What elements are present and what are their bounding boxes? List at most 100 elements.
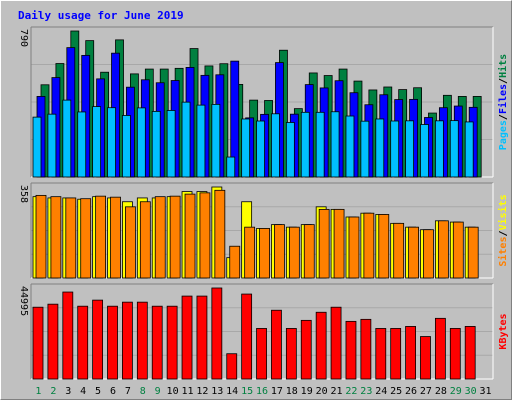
panel-1-axis-legend: Sites/Visits bbox=[497, 194, 509, 266]
x-tick-label: 13 bbox=[211, 386, 223, 397]
x-tick-label: 14 bbox=[226, 386, 238, 397]
x-tick-label: 31 bbox=[480, 386, 492, 397]
kbytes-bar bbox=[136, 301, 148, 380]
x-tick-label: 12 bbox=[196, 386, 208, 397]
sites-bar bbox=[154, 196, 166, 279]
pages-bar bbox=[241, 118, 251, 178]
kbytes-bar bbox=[315, 311, 327, 380]
kbytes-bar bbox=[405, 326, 416, 380]
pages-bar bbox=[345, 115, 355, 178]
x-tick-label: 15 bbox=[241, 386, 253, 397]
sites-bar bbox=[65, 197, 77, 279]
x-tick-label: 4 bbox=[80, 386, 86, 397]
sites-bar bbox=[214, 189, 226, 279]
pages-bar bbox=[405, 120, 414, 178]
kbytes-bar bbox=[256, 328, 267, 380]
pages-bar bbox=[47, 113, 57, 178]
pages-bar bbox=[77, 111, 87, 178]
x-tick-label: 24 bbox=[375, 386, 387, 397]
panel-2-max-label: 44995 bbox=[18, 286, 29, 316]
kbytes-bar bbox=[420, 336, 431, 380]
kbytes-bar bbox=[360, 318, 372, 380]
x-tick-label: 5 bbox=[95, 386, 101, 397]
legend-label-sites: Sites bbox=[497, 237, 509, 267]
legend-label-visits: Visits bbox=[497, 194, 509, 230]
x-tick-label: 19 bbox=[301, 386, 313, 397]
legend-separator: / bbox=[498, 78, 509, 84]
pages-bar bbox=[92, 106, 102, 178]
kbytes-bar bbox=[92, 299, 104, 380]
kbytes-bar bbox=[300, 319, 312, 380]
panel-1-max-label: 358 bbox=[18, 185, 29, 203]
sites-bar bbox=[303, 224, 315, 279]
x-tick-label: 11 bbox=[181, 386, 193, 397]
pages-bar bbox=[464, 121, 474, 178]
x-tick-label: 29 bbox=[450, 386, 462, 397]
pages-bar bbox=[32, 116, 42, 178]
pages-bar bbox=[420, 124, 429, 178]
kbytes-bar bbox=[434, 317, 446, 380]
pages-bar bbox=[390, 120, 400, 178]
pages-bar bbox=[271, 113, 280, 178]
pages-bar bbox=[449, 120, 459, 178]
kbytes-bar bbox=[464, 326, 476, 380]
sites-bar bbox=[467, 226, 479, 279]
sites-bar bbox=[437, 220, 449, 279]
pages-bar bbox=[434, 120, 444, 178]
x-tick-label: 16 bbox=[256, 386, 268, 397]
kbytes-bar bbox=[330, 306, 342, 380]
x-tick-label: 28 bbox=[435, 386, 447, 397]
pages-bar bbox=[330, 111, 340, 178]
sites-bar bbox=[50, 196, 62, 279]
sites-bar bbox=[169, 195, 181, 279]
sites-bar bbox=[318, 208, 330, 279]
sites-bar bbox=[423, 229, 434, 279]
sites-bar bbox=[95, 195, 107, 279]
pages-bar bbox=[136, 107, 146, 178]
legend-label-files: Files bbox=[497, 84, 509, 114]
pages-bar bbox=[315, 111, 325, 178]
sites-bar bbox=[333, 208, 345, 279]
panel-2-axis-legend: KBytes bbox=[498, 313, 509, 349]
sites-bar bbox=[139, 201, 151, 279]
kbytes-bar bbox=[196, 295, 208, 380]
x-tick-label: 10 bbox=[167, 386, 179, 397]
sites-bar bbox=[348, 216, 360, 279]
sites-bar bbox=[378, 214, 390, 279]
kbytes-bar bbox=[375, 328, 387, 380]
kbytes-bar bbox=[122, 301, 133, 380]
pages-bar bbox=[211, 103, 221, 178]
x-tick-label: 7 bbox=[125, 386, 131, 397]
sites-bar bbox=[244, 226, 256, 279]
pages-bar bbox=[122, 115, 131, 178]
sites-bar bbox=[408, 226, 419, 279]
x-tick-label: 27 bbox=[420, 386, 432, 397]
sites-bar bbox=[288, 226, 300, 279]
pages-bar bbox=[62, 99, 72, 178]
pages-bar bbox=[181, 101, 191, 178]
sites-bar bbox=[363, 212, 375, 279]
kbytes-bar bbox=[226, 353, 238, 380]
legend-separator: / bbox=[498, 114, 509, 120]
x-tick-label: 18 bbox=[286, 386, 298, 397]
pages-bar bbox=[300, 111, 310, 178]
sites-bar bbox=[274, 224, 285, 279]
x-tick-label: 6 bbox=[110, 386, 116, 397]
kbytes-bar bbox=[107, 305, 118, 380]
panel-0-axis-legend: Pages/Files/Hits bbox=[497, 54, 509, 150]
kbytes-bar bbox=[151, 305, 163, 380]
legend-label-kbytes: KBytes bbox=[498, 313, 509, 349]
sites-bar bbox=[35, 194, 47, 279]
x-tick-label: 9 bbox=[155, 386, 161, 397]
x-tick-label: 2 bbox=[50, 386, 56, 397]
kbytes-bar bbox=[166, 305, 178, 380]
pages-bar bbox=[151, 110, 161, 178]
sites-bar bbox=[199, 192, 211, 279]
legend-separator: / bbox=[498, 230, 509, 236]
legend-label-hits: Hits bbox=[497, 54, 509, 78]
kbytes-bar bbox=[345, 320, 357, 380]
kbytes-bar bbox=[181, 295, 193, 380]
kbytes-bar bbox=[271, 309, 282, 380]
